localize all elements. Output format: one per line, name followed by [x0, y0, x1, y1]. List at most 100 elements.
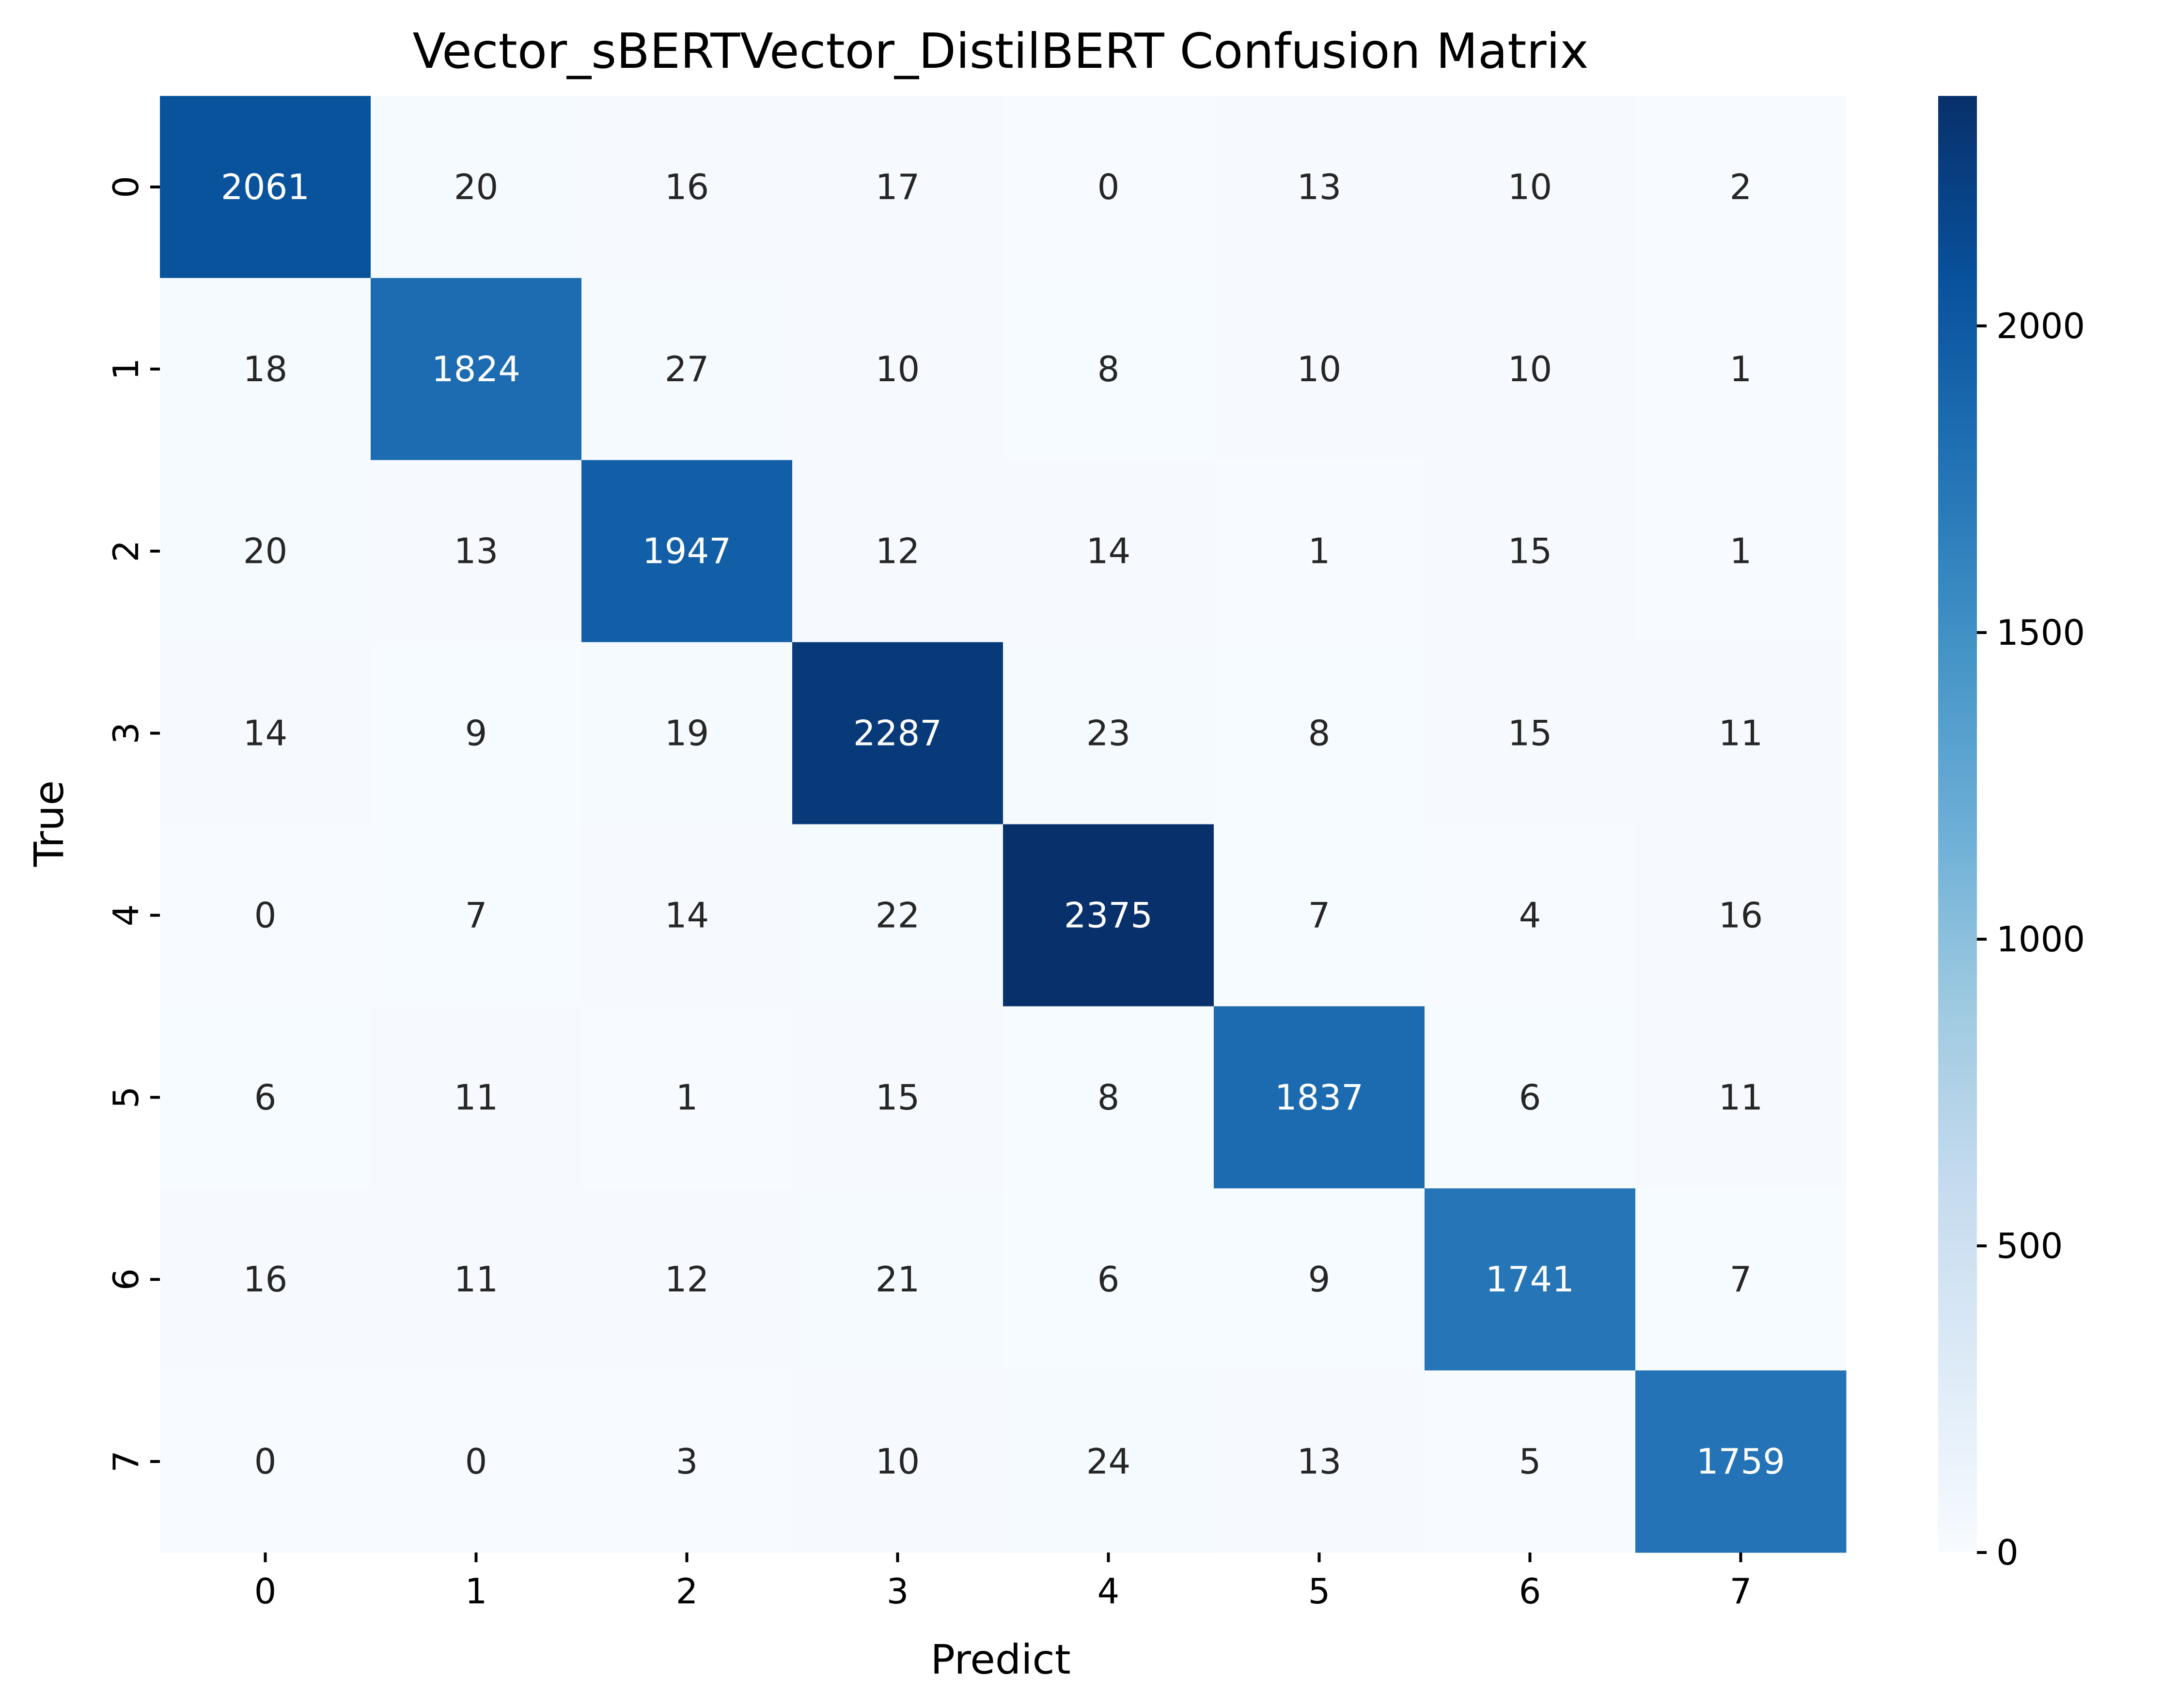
- cell-value-label: 0: [254, 895, 277, 935]
- heatmap-cell: [1425, 1188, 1636, 1371]
- cell-value-label: 21: [876, 1259, 920, 1300]
- colorbar: [1938, 96, 1977, 1553]
- cell-value-label: 3: [676, 1441, 698, 1482]
- cell-value-label: 10: [1508, 167, 1552, 207]
- cell-value-label: 8: [1097, 1077, 1120, 1118]
- heatmap-cell: [1425, 96, 1636, 279]
- heatmap-cell: [792, 642, 1003, 824]
- heatmap-cell: [1214, 1006, 1425, 1189]
- x-tick-label: 6: [1519, 1571, 1541, 1612]
- cell-value-label: 17: [876, 167, 920, 207]
- heatmap-cell: [1214, 278, 1425, 461]
- heatmap-cell: [371, 1006, 582, 1189]
- heatmap-cell: [371, 1370, 582, 1553]
- heatmap-cell: [792, 460, 1003, 643]
- cell-value-label: 11: [454, 1259, 499, 1300]
- cell-value-label: 13: [1297, 167, 1342, 207]
- y-tick-label: 2: [106, 540, 146, 562]
- cell-value-label: 7: [1730, 1259, 1752, 1300]
- cell-value-label: 8: [1308, 713, 1331, 754]
- heatmap-cell: [160, 1188, 371, 1371]
- heatmap-cell: [160, 278, 371, 461]
- colorbar-tick-label: 1000: [1996, 919, 2085, 960]
- x-tick-label: 1: [465, 1571, 487, 1612]
- cell-value-label: 1837: [1275, 1077, 1363, 1118]
- heatmap-cell: [160, 642, 371, 824]
- heatmap-cell: [160, 460, 371, 643]
- heatmap-cell: [792, 824, 1003, 1007]
- heatmap-cell: [371, 1188, 582, 1371]
- chart-title: Vector_sBERTVector_DistilBERT Confusion …: [412, 23, 1588, 79]
- x-axis-ticks: 0 1 2 3 4 5 6 7: [254, 1553, 1752, 1612]
- cell-value-label: 19: [665, 713, 709, 754]
- heatmap-cell: [1425, 1370, 1636, 1553]
- cell-value-label: 2375: [1064, 895, 1153, 935]
- heatmap-cell: [371, 460, 582, 643]
- cell-value-label: 8: [1097, 349, 1120, 389]
- colorbar-tick-label: 0: [1996, 1532, 2019, 1573]
- cell-value-label: 15: [876, 1077, 920, 1118]
- heatmap-cell: [1425, 824, 1636, 1007]
- cell-value-label: 9: [1308, 1259, 1331, 1300]
- cell-value-label: 0: [1097, 167, 1120, 207]
- colorbar-tick-label: 500: [1996, 1226, 2063, 1266]
- heatmap-cell: [1003, 1006, 1214, 1189]
- cell-value-label: 4: [1519, 895, 1541, 935]
- heatmap-cell: [1003, 1188, 1214, 1371]
- y-tick-label: 3: [106, 722, 146, 745]
- heatmap-cell: [160, 1006, 371, 1189]
- x-tick-label: 7: [1730, 1571, 1752, 1612]
- cell-value-label: 22: [876, 895, 920, 935]
- cell-value-label: 2061: [221, 167, 310, 207]
- heatmap-cell: [1635, 1188, 1847, 1371]
- x-axis-label: Predict: [930, 1636, 1070, 1683]
- heatmap-cell: [371, 642, 582, 824]
- heatmap-cell: [1003, 642, 1214, 824]
- heatmap-cell: [1214, 96, 1425, 279]
- cell-value-label: 0: [465, 1441, 487, 1482]
- cell-value-label: 1: [1308, 531, 1331, 572]
- cell-value-label: 1: [1730, 531, 1752, 572]
- cell-value-label: 11: [1719, 1077, 1763, 1118]
- heatmap-cell: [1003, 1370, 1214, 1553]
- heatmap-cell: [160, 1370, 371, 1553]
- cell-value-label: 1: [676, 1077, 698, 1118]
- heatmap-cell: [371, 96, 582, 279]
- heatmap-cell: [581, 96, 793, 279]
- heatmap-cell: [1425, 278, 1636, 461]
- cell-value-label: 1947: [642, 531, 731, 572]
- cell-value-label: 6: [1519, 1077, 1541, 1118]
- heatmap-cell: [1003, 96, 1214, 279]
- y-tick-label: 5: [106, 1086, 146, 1108]
- heatmap-cell: [581, 278, 793, 461]
- cell-value-label: 11: [1719, 713, 1763, 754]
- cell-value-label: 16: [1719, 895, 1763, 935]
- cell-value-label: 10: [876, 1441, 920, 1482]
- cell-value-label: 7: [1308, 895, 1331, 935]
- cell-value-label: 10: [1508, 349, 1552, 389]
- cell-value-label: 16: [243, 1259, 288, 1300]
- y-tick-label: 4: [106, 904, 146, 927]
- heatmap-cell: [1635, 460, 1847, 643]
- heatmap-cell: [792, 1370, 1003, 1553]
- heatmap-cell: [1003, 460, 1214, 643]
- heatmap-cell: [1214, 824, 1425, 1007]
- heatmap-cell: [1425, 460, 1636, 643]
- heatmap-cell: [792, 278, 1003, 461]
- heatmap-cell: [1425, 642, 1636, 824]
- cell-value-label: 6: [254, 1077, 277, 1118]
- x-tick-label: 5: [1308, 1571, 1331, 1612]
- cell-value-label: 6: [1097, 1259, 1120, 1300]
- cell-value-labels: 2061 20 16 17 0 13 10 218 1824 27 10 8 10 10 120 13 1947…: [221, 167, 1785, 1482]
- cell-value-label: 10: [876, 349, 920, 389]
- cell-value-label: 13: [1297, 1441, 1342, 1482]
- cell-value-label: 13: [454, 531, 499, 572]
- cell-value-label: 5: [1519, 1441, 1541, 1482]
- x-tick-label: 3: [887, 1571, 909, 1612]
- heatmap-cell: [1635, 278, 1847, 461]
- colorbar-tick-label: 1500: [1996, 612, 2085, 653]
- cell-value-label: 9: [465, 713, 487, 754]
- cell-value-label: 1741: [1486, 1259, 1574, 1300]
- cell-value-label: 20: [243, 531, 288, 572]
- cell-value-label: 12: [876, 531, 920, 572]
